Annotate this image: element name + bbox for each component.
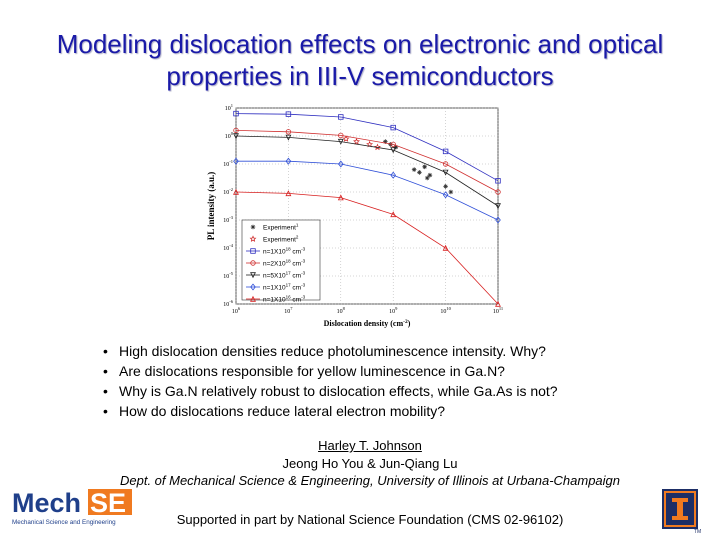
mechse-logo: Mech SE Mechanical Science and Engineeri… bbox=[12, 488, 132, 526]
slide-title: Modeling dislocation effects on electron… bbox=[0, 28, 720, 92]
department: Dept. of Mechanical Science & Engineerin… bbox=[119, 473, 621, 488]
data-point bbox=[390, 141, 396, 148]
data-point bbox=[417, 170, 422, 175]
bullet-item: Why is Ga.N relatively robust to disloca… bbox=[103, 381, 663, 401]
data-point bbox=[233, 127, 239, 134]
data-point bbox=[366, 140, 374, 148]
y-tick-label: 10-4 bbox=[223, 243, 233, 252]
data-point bbox=[285, 157, 292, 165]
question-list: High dislocation densities reduce photol… bbox=[103, 341, 663, 421]
pl-intensity-chart: 106 107 108 109 1010 1011 101 100 10-1 10-2 10-3 10… bbox=[206, 103, 503, 328]
data-point bbox=[233, 110, 239, 117]
funding-note: Supported in part by National Science Fo… bbox=[176, 512, 564, 527]
data-point bbox=[495, 178, 501, 184]
data-point bbox=[442, 169, 449, 176]
legend-entry: n=1X1017 cm-3 bbox=[263, 283, 306, 292]
author-primary: Harley T. Johnson bbox=[318, 438, 422, 453]
data-point bbox=[374, 143, 381, 151]
data-point bbox=[495, 203, 501, 210]
data-point bbox=[442, 161, 449, 167]
y-tick-label: 100 bbox=[225, 131, 234, 140]
data-point bbox=[442, 244, 449, 251]
x-tick-label: 107 bbox=[284, 306, 293, 315]
data-point bbox=[383, 139, 388, 144]
series-line bbox=[235, 130, 499, 193]
x-tick-label: 1010 bbox=[440, 306, 451, 315]
y-tick-label: 10-6 bbox=[223, 299, 233, 308]
data-point bbox=[495, 300, 501, 307]
legend-marker bbox=[250, 248, 256, 254]
legend-entry: n=2X1018 cm-3 bbox=[263, 259, 306, 268]
data-point bbox=[390, 211, 397, 218]
x-tick-label: 1011 bbox=[493, 306, 503, 315]
data-point bbox=[337, 194, 344, 201]
legend-entry: n=1X1016 cm-3 bbox=[263, 295, 306, 304]
legend-marker bbox=[250, 283, 256, 291]
data-point bbox=[337, 138, 344, 145]
data-point bbox=[390, 171, 397, 179]
author-coauthors: Jeong Ho You & Jun-Qiang Lu bbox=[282, 456, 458, 471]
y-tick-label: 10-1 bbox=[223, 159, 233, 168]
bullet-item: Are dislocations responsible for yellow … bbox=[103, 361, 663, 381]
legend-entry: n=1X1018 cm-3 bbox=[263, 247, 306, 256]
y-tick-label: 10-5 bbox=[223, 271, 233, 280]
y-tick-label: 101 bbox=[225, 103, 233, 112]
legend-marker bbox=[250, 272, 256, 279]
legend-marker bbox=[250, 224, 256, 230]
data-point bbox=[337, 160, 344, 168]
x-tick-label: 108 bbox=[337, 306, 346, 315]
series-line bbox=[235, 191, 499, 305]
data-point bbox=[422, 164, 427, 170]
series-line bbox=[235, 135, 499, 207]
data-point bbox=[285, 129, 292, 135]
y-tick-label: 10-2 bbox=[223, 187, 233, 196]
data-point bbox=[233, 133, 239, 140]
x-tick-label: 106 bbox=[232, 306, 241, 315]
data-point bbox=[285, 111, 292, 117]
data-point bbox=[495, 216, 501, 224]
data-point bbox=[411, 167, 417, 172]
data-point bbox=[427, 172, 433, 178]
data-point bbox=[448, 189, 454, 195]
data-point bbox=[390, 147, 397, 154]
illinois-logo-tm: TM bbox=[694, 529, 701, 534]
series-line bbox=[235, 113, 499, 182]
mechse-logo-mech: Mech bbox=[12, 488, 81, 518]
legend-marker bbox=[250, 260, 256, 266]
legend-entry: Experiment2 bbox=[263, 235, 299, 244]
data-point bbox=[285, 190, 292, 197]
series-line bbox=[236, 160, 499, 221]
data-point bbox=[443, 184, 448, 189]
y-tick-label: 10-3 bbox=[223, 215, 233, 224]
title-line-2: properties in III-V semiconductors bbox=[166, 61, 554, 91]
data-point bbox=[393, 144, 399, 150]
bullet-item: High dislocation densities reduce photol… bbox=[103, 341, 663, 361]
data-point bbox=[338, 132, 344, 139]
data-point bbox=[233, 188, 239, 195]
data-point bbox=[338, 114, 344, 120]
data-point bbox=[442, 191, 449, 199]
data-point bbox=[233, 157, 239, 165]
y-axis-label: PL intensity (a.u.) bbox=[206, 172, 216, 241]
bullet-item: How do dislocations reduce lateral elect… bbox=[103, 401, 663, 421]
x-tick-label: 109 bbox=[389, 306, 398, 315]
data-point bbox=[390, 124, 396, 131]
data-point bbox=[342, 135, 350, 142]
illinois-logo: TM bbox=[662, 489, 701, 534]
data-point bbox=[495, 189, 501, 195]
legend-entry: n=5X1017 cm-3 bbox=[263, 271, 306, 280]
legend-marker bbox=[249, 235, 257, 242]
data-point bbox=[442, 148, 449, 155]
data-point bbox=[353, 137, 360, 145]
data-point bbox=[424, 175, 430, 181]
legend-entry: Experiment1 bbox=[263, 223, 299, 232]
data-point bbox=[285, 134, 292, 141]
mechse-logo-se: SE bbox=[90, 488, 126, 518]
mechse-logo-subtitle: Mechanical Science and Engineering bbox=[12, 519, 116, 526]
title-line-1: Modeling dislocation effects on electron… bbox=[56, 29, 664, 59]
legend-marker bbox=[250, 295, 256, 302]
x-axis-label: Dislocation density (cm-2) bbox=[324, 319, 411, 328]
